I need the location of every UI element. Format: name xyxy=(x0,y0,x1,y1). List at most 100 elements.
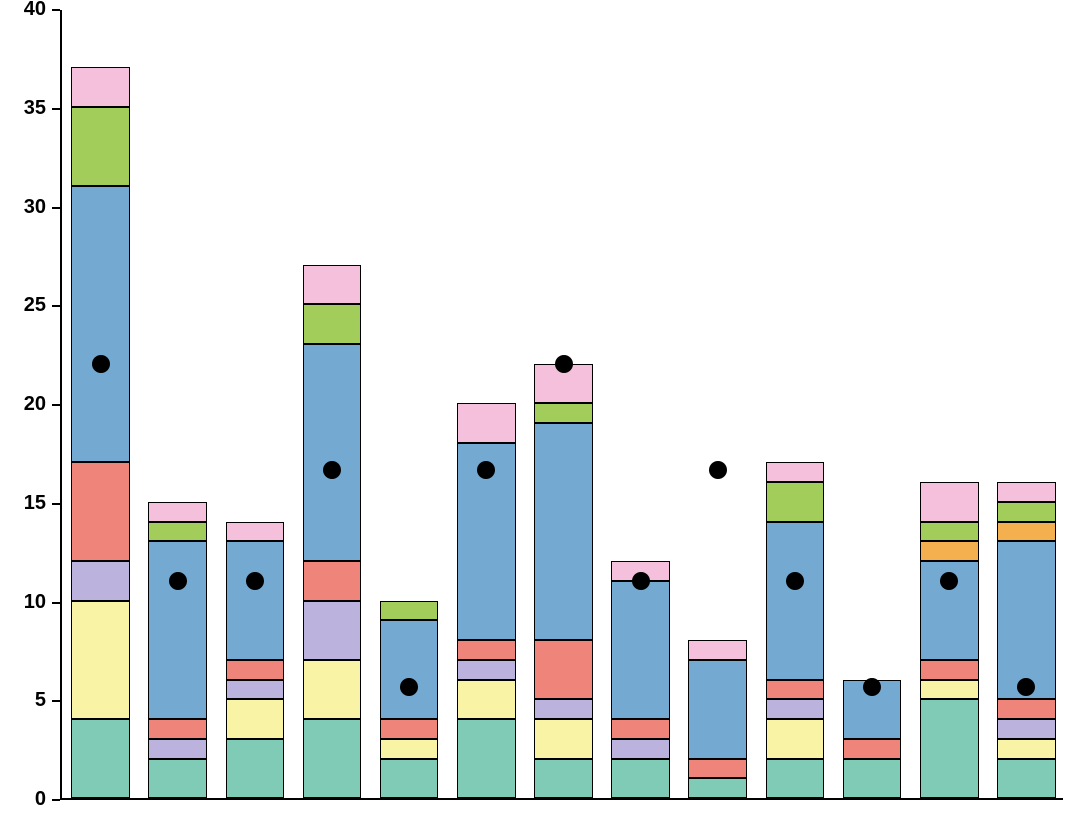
bar-segment xyxy=(148,522,207,542)
bar-segment xyxy=(380,620,439,719)
bar-segment xyxy=(920,660,979,680)
bar-segment xyxy=(380,739,439,759)
bar-segment xyxy=(380,719,439,739)
bar-segment xyxy=(534,403,593,423)
y-axis-label: 20 xyxy=(0,393,46,416)
y-axis-label: 30 xyxy=(0,196,46,219)
y-axis-label: 0 xyxy=(0,788,46,811)
bar-segment xyxy=(997,719,1056,739)
bar-segment xyxy=(688,759,747,779)
bar-segment xyxy=(997,739,1056,759)
bar xyxy=(380,601,439,799)
y-axis-label: 40 xyxy=(0,0,46,21)
marker-dot xyxy=(477,461,495,479)
bar-segment xyxy=(457,660,516,680)
bar-segment xyxy=(71,67,130,107)
bar xyxy=(997,482,1056,798)
marker-dot xyxy=(786,572,804,590)
bar-segment xyxy=(303,719,362,798)
bar-segment xyxy=(71,186,130,463)
bar-segment xyxy=(148,719,207,739)
y-axis-label: 10 xyxy=(0,591,46,614)
bar-segment xyxy=(611,739,670,759)
marker-dot xyxy=(863,678,881,696)
marker-dot xyxy=(1017,678,1035,696)
bar-segment xyxy=(457,640,516,660)
y-axis-label: 35 xyxy=(0,97,46,120)
marker-dot xyxy=(92,355,110,373)
bar-segment xyxy=(226,699,285,739)
y-axis-label: 5 xyxy=(0,689,46,712)
bar-segment xyxy=(534,640,593,699)
bar-segment xyxy=(148,541,207,719)
bar-segment xyxy=(997,482,1056,502)
y-axis-tick xyxy=(52,305,60,307)
bar-segment xyxy=(920,699,979,798)
bar-segment xyxy=(303,265,362,305)
bar-segment xyxy=(688,660,747,759)
bar-segment xyxy=(920,680,979,700)
y-axis-tick xyxy=(52,9,60,11)
bar-segment xyxy=(997,502,1056,522)
bar-segment xyxy=(303,601,362,660)
bar-segment xyxy=(997,541,1056,699)
bar-segment xyxy=(303,660,362,719)
bar-segment xyxy=(997,522,1056,542)
marker-dot xyxy=(709,461,727,479)
y-axis-tick xyxy=(52,503,60,505)
bar-segment xyxy=(688,778,747,798)
y-axis-tick xyxy=(52,404,60,406)
bar-segment xyxy=(71,107,130,186)
bar-segment xyxy=(226,680,285,700)
bar-segment xyxy=(766,482,825,522)
bar-segment xyxy=(534,423,593,640)
bar xyxy=(226,522,285,799)
bar-segment xyxy=(611,581,670,719)
y-axis-tick xyxy=(52,799,60,801)
bar-segment xyxy=(148,502,207,522)
bar xyxy=(303,265,362,798)
bar xyxy=(534,364,593,799)
bar-segment xyxy=(380,601,439,621)
bar-segment xyxy=(920,482,979,522)
bar-segment xyxy=(766,699,825,719)
chart-container: 0510152025303540 xyxy=(0,0,1080,827)
bar-segment xyxy=(71,462,130,561)
y-axis-label: 15 xyxy=(0,492,46,515)
bar-segment xyxy=(380,759,439,799)
marker-dot xyxy=(323,461,341,479)
bar xyxy=(148,502,207,798)
marker-dot xyxy=(169,572,187,590)
marker-dot xyxy=(940,572,958,590)
bar-segment xyxy=(226,522,285,542)
bar-segment xyxy=(303,561,362,601)
bar-segment xyxy=(766,759,825,799)
bar-segment xyxy=(457,403,516,443)
bar-segment xyxy=(766,680,825,700)
bar-segment xyxy=(71,719,130,798)
bar-segment xyxy=(766,462,825,482)
bar-segment xyxy=(997,759,1056,799)
bar-segment xyxy=(920,522,979,542)
bar xyxy=(611,561,670,798)
marker-dot xyxy=(400,678,418,696)
bar xyxy=(920,482,979,798)
bar-segment xyxy=(688,640,747,660)
y-axis-tick xyxy=(52,207,60,209)
bar-segment xyxy=(148,759,207,799)
marker-dot xyxy=(632,572,650,590)
bar-segment xyxy=(457,680,516,720)
y-axis-tick xyxy=(52,108,60,110)
bar xyxy=(843,680,902,799)
bar-segment xyxy=(226,660,285,680)
bar-segment xyxy=(920,541,979,561)
plot-area xyxy=(60,10,1063,800)
bar-segment xyxy=(71,601,130,720)
y-axis-tick xyxy=(52,700,60,702)
bar-segment xyxy=(766,522,825,680)
bar-segment xyxy=(226,541,285,660)
bar-segment xyxy=(534,699,593,719)
bar-segment xyxy=(611,759,670,799)
marker-dot xyxy=(246,572,264,590)
y-axis-tick xyxy=(52,602,60,604)
